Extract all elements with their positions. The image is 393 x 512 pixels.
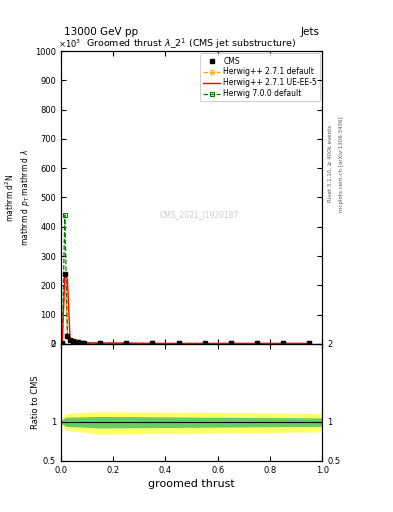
CMS xyxy=(70,338,75,344)
CMS xyxy=(60,339,64,346)
CMS xyxy=(65,332,70,338)
Herwig++ 2.7.1 default xyxy=(255,340,259,347)
Herwig++ 2.7.1 UE-EE-5 xyxy=(82,340,87,346)
Herwig++ 2.7.1 UE-EE-5 xyxy=(98,340,103,346)
Herwig++ 2.7.1 UE-EE-5 xyxy=(75,339,80,346)
Herwig++ 2.7.1 UE-EE-5 xyxy=(124,340,129,346)
CMS xyxy=(150,340,155,347)
Herwig 7.0.0 default xyxy=(176,340,181,347)
CMS xyxy=(228,340,233,347)
Herwig++ 2.7.1 UE-EE-5 xyxy=(255,340,259,347)
Y-axis label: Ratio to CMS: Ratio to CMS xyxy=(31,375,40,429)
Herwig++ 2.7.1 default xyxy=(73,339,78,345)
Herwig++ 2.7.1 UE-EE-5 xyxy=(73,339,78,345)
Herwig++ 2.7.1 UE-EE-5 xyxy=(65,276,70,283)
CMS xyxy=(307,340,312,347)
CMS xyxy=(68,336,72,343)
Herwig++ 2.7.1 UE-EE-5 xyxy=(150,340,155,347)
Text: 13000 GeV pp: 13000 GeV pp xyxy=(64,27,138,36)
Line: CMS: CMS xyxy=(60,271,312,346)
Line: Herwig++ 2.7.1 UE-EE-5: Herwig++ 2.7.1 UE-EE-5 xyxy=(62,275,309,344)
Herwig++ 2.7.1 default xyxy=(307,340,312,347)
Herwig 7.0.0 default xyxy=(281,340,285,347)
CMS xyxy=(255,340,259,347)
Herwig++ 2.7.1 default xyxy=(62,270,67,276)
Text: Rivet 3.1.10, ≥ 400k events: Rivet 3.1.10, ≥ 400k events xyxy=(328,125,333,202)
Herwig++ 2.7.1 default xyxy=(82,340,87,346)
CMS xyxy=(82,340,87,346)
Herwig++ 2.7.1 default xyxy=(68,337,72,344)
Herwig++ 2.7.1 UE-EE-5 xyxy=(281,340,285,347)
Herwig 7.0.0 default xyxy=(60,339,64,346)
CMS xyxy=(62,270,67,276)
Herwig 7.0.0 default xyxy=(202,340,207,347)
Herwig++ 2.7.1 default xyxy=(70,338,75,345)
Herwig 7.0.0 default xyxy=(70,338,75,345)
Herwig++ 2.7.1 UE-EE-5 xyxy=(176,340,181,347)
Herwig 7.0.0 default xyxy=(75,339,80,346)
CMS xyxy=(124,340,129,346)
Herwig++ 2.7.1 default xyxy=(150,340,155,347)
Herwig++ 2.7.1 UE-EE-5 xyxy=(62,272,67,278)
Herwig 7.0.0 default xyxy=(124,340,129,346)
Herwig++ 2.7.1 default xyxy=(281,340,285,347)
Herwig++ 2.7.1 UE-EE-5 xyxy=(307,340,312,347)
CMS xyxy=(202,340,207,347)
CMS xyxy=(176,340,181,347)
Title: Groomed thrust $\lambda\_2^1$ (CMS jet substructure): Groomed thrust $\lambda\_2^1$ (CMS jet s… xyxy=(86,36,297,51)
Herwig++ 2.7.1 default xyxy=(98,340,103,346)
Herwig 7.0.0 default xyxy=(255,340,259,347)
Text: $\times10^3$: $\times10^3$ xyxy=(58,37,81,50)
Herwig 7.0.0 default xyxy=(68,337,72,344)
CMS xyxy=(98,340,103,346)
Herwig++ 2.7.1 default xyxy=(228,340,233,347)
Herwig++ 2.7.1 default xyxy=(75,339,80,346)
Herwig 7.0.0 default xyxy=(150,340,155,347)
Herwig++ 2.7.1 UE-EE-5 xyxy=(228,340,233,347)
Herwig++ 2.7.1 UE-EE-5 xyxy=(70,338,75,345)
Herwig 7.0.0 default xyxy=(82,340,87,346)
CMS xyxy=(75,339,80,346)
X-axis label: groomed thrust: groomed thrust xyxy=(148,479,235,489)
Herwig 7.0.0 default xyxy=(228,340,233,347)
Herwig++ 2.7.1 UE-EE-5 xyxy=(60,339,64,346)
Herwig++ 2.7.1 default xyxy=(202,340,207,347)
Text: mcplots.cern.ch [arXiv:1306.3436]: mcplots.cern.ch [arXiv:1306.3436] xyxy=(339,116,344,211)
Line: Herwig 7.0.0 default: Herwig 7.0.0 default xyxy=(60,213,311,346)
Herwig 7.0.0 default xyxy=(307,340,312,347)
Herwig++ 2.7.1 default xyxy=(65,332,70,338)
Text: Jets: Jets xyxy=(301,27,320,36)
Herwig++ 2.7.1 UE-EE-5 xyxy=(202,340,207,347)
Herwig++ 2.7.1 UE-EE-5 xyxy=(78,339,83,346)
Herwig++ 2.7.1 UE-EE-5 xyxy=(68,337,72,344)
Herwig 7.0.0 default xyxy=(98,340,103,346)
Herwig++ 2.7.1 default xyxy=(60,339,64,346)
Herwig 7.0.0 default xyxy=(65,332,70,338)
Herwig 7.0.0 default xyxy=(73,339,78,345)
CMS xyxy=(281,340,285,347)
Herwig++ 2.7.1 default xyxy=(176,340,181,347)
Legend: CMS, Herwig++ 2.7.1 default, Herwig++ 2.7.1 UE-EE-5, Herwig 7.0.0 default: CMS, Herwig++ 2.7.1 default, Herwig++ 2.… xyxy=(200,53,320,101)
Line: Herwig++ 2.7.1 default: Herwig++ 2.7.1 default xyxy=(60,271,311,346)
Herwig 7.0.0 default xyxy=(62,212,67,218)
Herwig++ 2.7.1 default xyxy=(78,339,83,346)
CMS xyxy=(78,339,83,346)
Y-axis label: mathrm d$^2$N
mathrm d $p_T$ mathrm d $\lambda$: mathrm d$^2$N mathrm d $p_T$ mathrm d $\… xyxy=(3,149,32,246)
Herwig 7.0.0 default xyxy=(78,339,83,346)
Herwig++ 2.7.1 default xyxy=(124,340,129,346)
Text: CMS_2021_I1920187: CMS_2021_I1920187 xyxy=(160,210,239,220)
CMS xyxy=(73,338,78,345)
